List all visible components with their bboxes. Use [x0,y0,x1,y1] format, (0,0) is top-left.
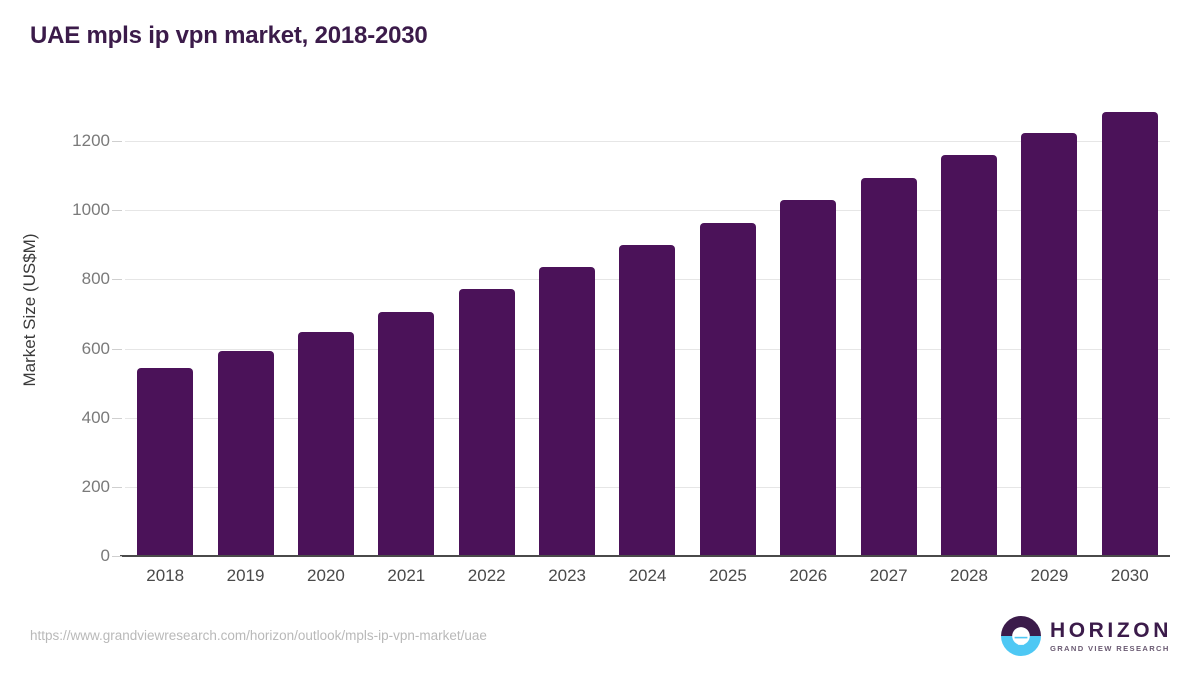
bar[interactable] [860,178,917,556]
gridline [125,141,1170,142]
bar[interactable] [941,155,998,556]
x-tick-label: 2019 [226,566,265,585]
y-tick-mark [112,348,122,350]
y-tick-label: 800 [81,269,110,289]
bar[interactable] [1021,133,1078,556]
x-tick-label: 2025 [708,566,747,585]
bar-slot [527,141,607,556]
horizon-logo: HORIZON GRAND VIEW RESEARCH [1000,616,1172,656]
y-tick-mark [112,417,122,419]
bar-slot [1090,111,1170,556]
bar[interactable] [297,331,354,556]
y-axis-tick-labels: 0 200 400 600 800 1000 1200 [45,0,110,675]
bar-slot [1009,133,1089,556]
y-tick-mark [112,486,122,488]
bar-slot [848,141,928,556]
bar-slot [688,141,768,556]
bar-slot [607,141,687,556]
bar-slot [768,141,848,556]
x-tick-label: 2022 [467,566,506,585]
y-tick-mark [112,210,122,212]
bar-slot [447,141,527,556]
bar-slot [929,141,1009,556]
x-tick-label: 2023 [548,566,587,585]
y-tick-mark [112,141,122,142]
x-tick-label: 2028 [950,566,988,585]
bar[interactable] [619,245,676,556]
bar[interactable] [539,267,596,556]
y-tick-label: 200 [81,476,110,496]
logo-wordmark: HORIZON [1049,618,1172,642]
x-tick-label: 2030 [1110,566,1149,585]
plot-area [125,111,1170,556]
bar[interactable] [217,350,274,556]
y-tick-label: 0 [100,546,110,565]
x-tick-label: 2027 [869,566,908,585]
y-axis-title: Market Size (US$M) [20,233,39,387]
source-url[interactable]: https://www.grandviewresearch.com/horizo… [30,628,487,643]
bar[interactable] [137,368,194,556]
x-tick-label: 2021 [387,566,426,585]
bar-slot [286,141,366,556]
x-tick-label: 2029 [1030,566,1069,585]
bar[interactable] [780,200,837,556]
bar[interactable] [699,222,756,556]
x-tick-label: 2024 [628,566,667,585]
logo-tagline: GRAND VIEW RESEARCH [1049,643,1170,653]
gridline [125,210,1170,212]
bar[interactable] [378,311,435,556]
y-tick-label: 1000 [72,200,110,220]
bar-slot [205,141,285,556]
x-tick-label: 2026 [789,566,828,585]
y-tick-mark [112,556,122,557]
bar[interactable] [458,289,515,556]
bar-slot [366,141,446,556]
page-title: UAE mpls ip vpn market, 2018-2030 [30,22,428,49]
logo-text: HORIZON GRAND VIEW RESEARCH [1050,620,1172,653]
y-tick-label: 400 [81,407,110,427]
horizon-sun-circle-icon [1000,616,1041,656]
y-tick-mark [112,279,122,281]
x-tick-label: 2018 [146,566,185,585]
x-tick-label: 2020 [307,566,345,585]
bar[interactable] [1101,111,1158,556]
y-tick-label: 1200 [72,131,110,150]
bar-slot [125,141,205,556]
y-tick-label: 600 [81,338,110,358]
x-axis-line [120,555,1170,557]
